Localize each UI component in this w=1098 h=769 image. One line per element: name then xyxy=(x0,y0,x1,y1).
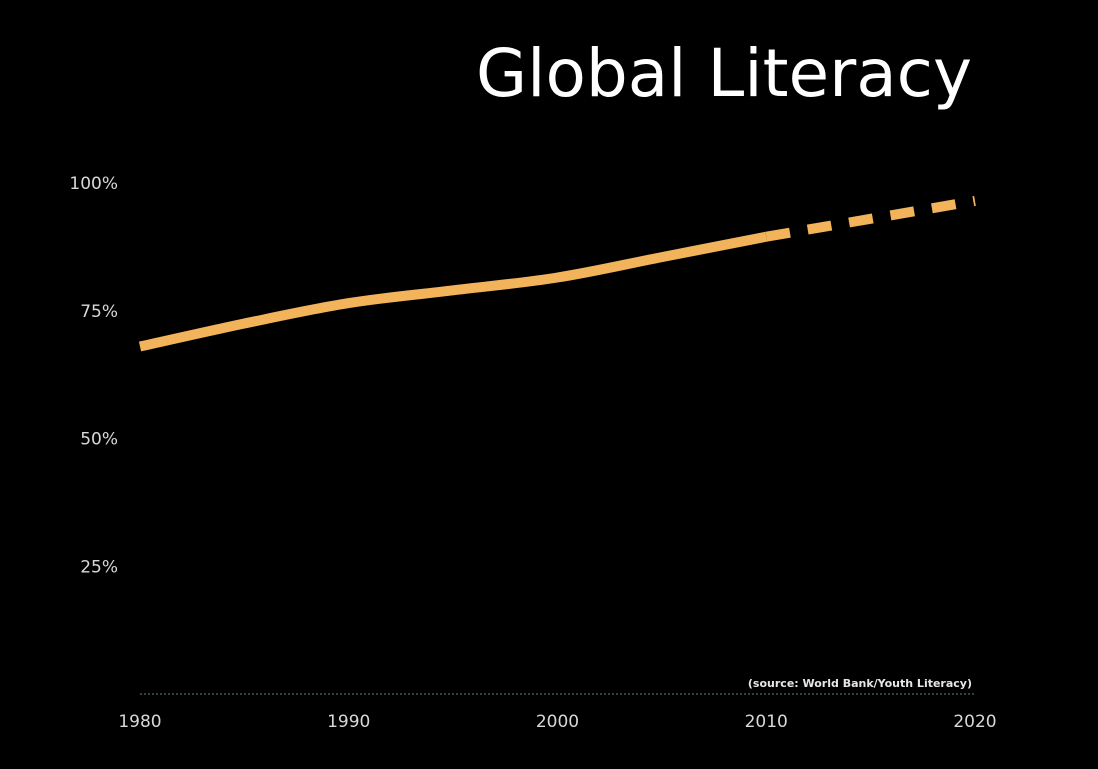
x-axis-tick-labels: 1980 1990 2000 2010 2020 xyxy=(118,712,996,732)
source-note: (source: World Bank/Youth Literacy) xyxy=(748,677,972,690)
x-tick-label: 2000 xyxy=(536,712,579,732)
series-layer xyxy=(138,195,976,352)
x-tick-label: 1990 xyxy=(327,712,370,732)
y-tick-label: 25% xyxy=(80,557,118,577)
y-tick-label: 75% xyxy=(80,302,118,322)
x-tick-label: 1980 xyxy=(118,712,161,732)
chart-title: Global Literacy xyxy=(476,35,972,112)
y-axis-tick-labels: 100% 75% 50% 25% xyxy=(69,174,118,577)
x-tick-label: 2020 xyxy=(953,712,996,732)
y-tick-label: 50% xyxy=(80,430,118,450)
y-tick-label: 100% xyxy=(69,174,118,194)
x-tick-label: 2010 xyxy=(745,712,788,732)
projected-literacy-line xyxy=(765,195,976,242)
literacy-line xyxy=(138,231,768,352)
